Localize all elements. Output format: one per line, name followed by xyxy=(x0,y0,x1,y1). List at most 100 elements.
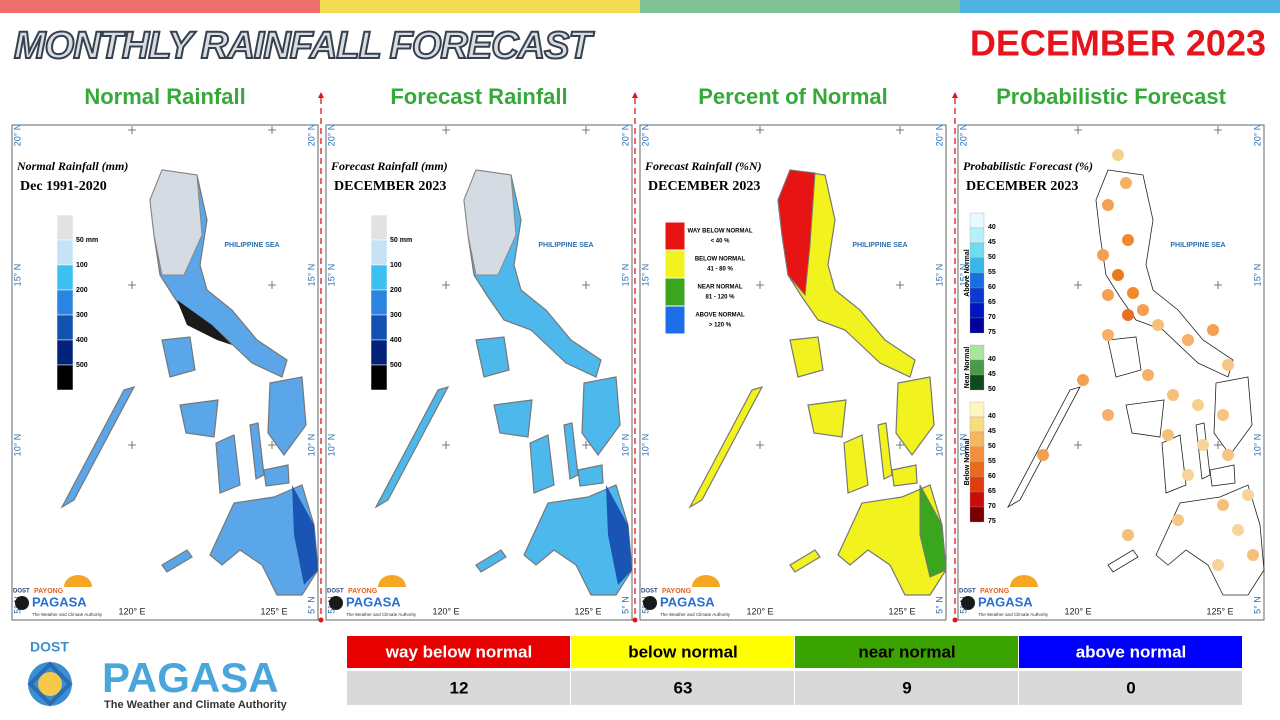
main-logo-agency: DOST xyxy=(30,639,69,655)
grid-cross xyxy=(268,441,276,449)
legend-range: < 40 % xyxy=(711,239,731,245)
lon-label: 125° E xyxy=(260,606,287,616)
lon-label: 125° E xyxy=(574,606,601,616)
legend-level: 75 xyxy=(988,518,996,525)
legend-level: 50 xyxy=(988,386,996,393)
grid-cross xyxy=(756,441,764,449)
map-panel: 20° N20° N15° N15° N10° N10° N5° N5° N12… xyxy=(639,124,947,621)
panels: 20° N 20° N 15° N 15° N 10° N 10° N 5° N 5° N 12… xyxy=(11,124,1265,621)
forecast-dot xyxy=(1122,529,1134,541)
small-logo-brand: PAGASA xyxy=(32,594,87,609)
sea-label: PHILIPPINE SEA xyxy=(1170,242,1225,249)
legend-level: 75 xyxy=(988,329,996,336)
forecast-dot xyxy=(1172,514,1184,526)
legend-swatch xyxy=(969,317,985,334)
legend-level: 70 xyxy=(988,503,996,510)
legend-level: 60 xyxy=(988,284,996,291)
legend-label: WAY BELOW NORMAL xyxy=(687,229,752,235)
logo-umbrella xyxy=(378,575,406,587)
logo-emblem xyxy=(643,596,657,610)
panel-title: Forecast Rainfall xyxy=(390,84,567,109)
logo-emblem xyxy=(329,596,343,610)
lat-label: 5° N xyxy=(934,596,944,614)
legend-level: 45 xyxy=(988,239,996,246)
grid-cross xyxy=(128,441,136,449)
logo-umbrella xyxy=(1010,575,1038,587)
legend-level: 45 xyxy=(988,428,996,435)
table-count-cell xyxy=(795,671,1018,705)
legend-label: BELOW NORMAL xyxy=(695,257,746,263)
small-logo-brand: PAGASA xyxy=(346,594,401,609)
forecast-dot xyxy=(1242,489,1254,501)
separator-end xyxy=(318,617,324,623)
forecast-dot xyxy=(1142,369,1154,381)
forecast-dot xyxy=(1247,549,1259,561)
legend-level: 70 xyxy=(988,314,996,321)
legend-swatch xyxy=(969,446,985,463)
lat-label: 10° N xyxy=(306,434,316,457)
forecast-dot xyxy=(1212,559,1224,571)
table-count: 12 xyxy=(450,678,469,697)
legend-label: 200 xyxy=(76,287,88,294)
table-header-cell xyxy=(1019,636,1242,668)
lat-label: 15° N xyxy=(640,264,650,287)
legend-group-label: Near Normal xyxy=(964,347,971,389)
forecast-dot xyxy=(1120,177,1132,189)
forecast-dot xyxy=(1137,304,1149,316)
forecast-dot xyxy=(1127,287,1139,299)
legend-swatch xyxy=(969,344,985,361)
table-count-cell xyxy=(347,671,570,705)
lat-label: 20° N xyxy=(958,124,968,147)
lat-label: 10° N xyxy=(12,434,22,457)
legend-swatch xyxy=(370,214,388,241)
legend-label: ABOVE NORMAL xyxy=(695,313,745,319)
grid-cross xyxy=(442,126,450,134)
grid-cross xyxy=(1074,126,1082,134)
panel-title: Probabilistic Forecast xyxy=(996,84,1227,109)
legend-level: 45 xyxy=(988,371,996,378)
separators xyxy=(318,92,958,623)
lat-label: 10° N xyxy=(640,434,650,457)
small-logo-brand: PAGASA xyxy=(978,594,1033,609)
legend-swatch xyxy=(969,302,985,319)
table-count-cell xyxy=(1019,671,1242,705)
legend-swatch xyxy=(56,214,74,241)
forecast-dot xyxy=(1222,359,1234,371)
legend-range: 41 - 80 % xyxy=(707,267,733,273)
separator-end xyxy=(632,617,638,623)
lon-label: 120° E xyxy=(1064,606,1091,616)
legend-swatch xyxy=(969,416,985,433)
forecast-dot xyxy=(1182,469,1194,481)
grid-cross xyxy=(582,441,590,449)
separator-end xyxy=(952,617,958,623)
legend-swatch xyxy=(56,314,74,341)
grid-cross xyxy=(896,126,904,134)
legend-swatch xyxy=(370,289,388,316)
legend-label: 50 mm xyxy=(390,237,412,244)
logo-umbrella xyxy=(64,575,92,587)
lat-label: 10° N xyxy=(326,434,336,457)
map-panel: 20° N20° N15° N15° N10° N10° N5° N5° N12… xyxy=(325,124,633,621)
legend-label: 50 mm xyxy=(76,237,98,244)
legend-level: 40 xyxy=(988,356,996,363)
legend-swatch xyxy=(664,305,686,335)
legend-level: 60 xyxy=(988,473,996,480)
legend-level: 65 xyxy=(988,488,996,495)
forecast-dot xyxy=(1102,199,1114,211)
forecast-dot xyxy=(1122,234,1134,246)
legend-swatch xyxy=(370,264,388,291)
forecast-dot xyxy=(1102,409,1114,421)
legend-swatch xyxy=(969,359,985,376)
lat-label: 20° N xyxy=(640,124,650,147)
legend-group-label: Above Normal xyxy=(964,249,971,297)
small-logo-brand-top: PAYONG xyxy=(980,588,1010,595)
map-red-zone xyxy=(777,169,816,297)
sea-label: PHILIPPINE SEA xyxy=(224,242,279,249)
panel-title: Percent of Normal xyxy=(698,84,888,109)
lat-label: 20° N xyxy=(1252,124,1262,147)
small-logo-brand: PAGASA xyxy=(660,594,715,609)
legend-swatch xyxy=(56,239,74,266)
sea-label: PHILIPPINE SEA xyxy=(538,242,593,249)
